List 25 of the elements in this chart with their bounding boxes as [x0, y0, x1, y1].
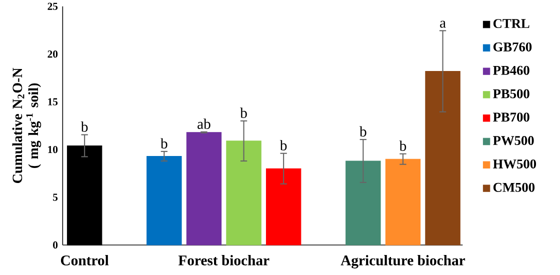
legend-label: PB460	[493, 66, 530, 75]
y-tick-label: 10	[48, 146, 58, 154]
x-tick-label: Agriculture biochar	[340, 255, 466, 268]
legend-label: PB700	[493, 112, 530, 122]
y-tick-label: 15	[48, 98, 58, 106]
data-label: a	[440, 20, 446, 28]
legend-label: CTRL	[493, 19, 530, 28]
data-label: b	[280, 140, 287, 150]
legend-label: CM500	[493, 182, 535, 192]
data-label: b	[360, 126, 366, 137]
legend-label: HW500	[493, 159, 536, 169]
y-tick-label: 20	[48, 50, 58, 58]
data-label: b	[399, 140, 406, 151]
x-tick-label: Forest biochar	[178, 255, 270, 266]
legend-label: PW500	[493, 136, 534, 146]
x-tick-label: Control	[60, 255, 109, 266]
legend-label: GB760	[493, 42, 532, 52]
legend-label: PB500	[493, 89, 530, 98]
data-label: b	[80, 122, 88, 132]
y-tick-label: 25	[48, 2, 58, 10]
data-label: b	[160, 138, 168, 149]
data-label: b	[240, 108, 247, 118]
y-tick-label: 5	[53, 194, 58, 201]
data-label: ab	[198, 118, 210, 129]
y-tick-label: 0	[53, 241, 58, 249]
